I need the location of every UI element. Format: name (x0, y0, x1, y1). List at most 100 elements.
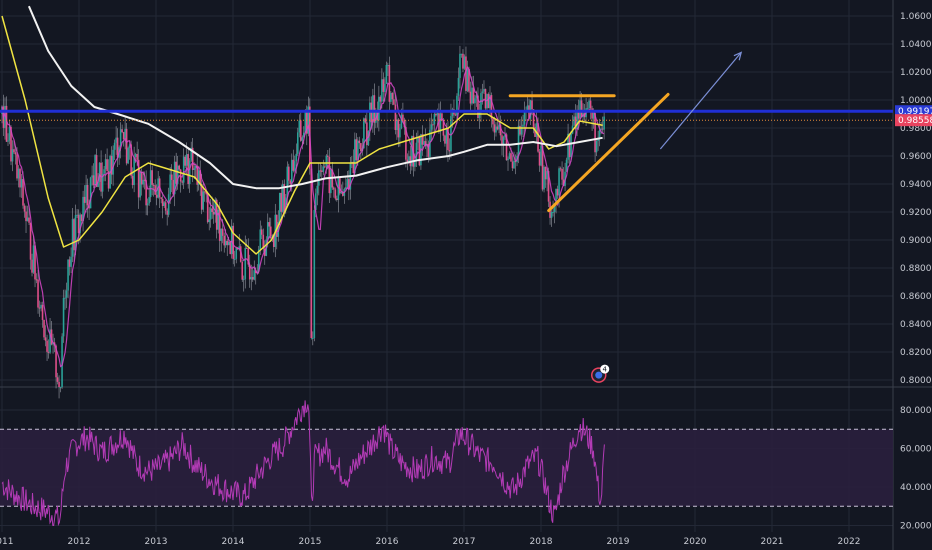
candle-down[interactable] (324, 166, 326, 168)
candle-down[interactable] (289, 180, 292, 184)
candle-up[interactable] (67, 259, 69, 291)
candle-down[interactable] (402, 114, 404, 120)
candle-down[interactable] (25, 211, 27, 222)
candle-down[interactable] (262, 234, 265, 249)
candle-down[interactable] (283, 184, 286, 211)
candle-down[interactable] (34, 245, 36, 280)
candle-down[interactable] (364, 118, 367, 123)
candle-down[interactable] (561, 169, 563, 180)
candle-down[interactable] (223, 235, 226, 246)
candle-down[interactable] (73, 219, 75, 251)
candle-up[interactable] (598, 129, 601, 138)
candle-down[interactable] (110, 155, 113, 175)
candle-down[interactable] (468, 68, 470, 92)
candle-up[interactable] (224, 240, 227, 246)
candle-up[interactable] (304, 110, 307, 133)
candle-down[interactable] (591, 108, 593, 119)
candle-up[interactable] (281, 184, 284, 212)
event-marker[interactable]: 4 (591, 364, 610, 383)
candle-up[interactable] (481, 91, 484, 94)
candle-up[interactable] (124, 128, 126, 140)
candle-down[interactable] (152, 184, 155, 186)
candle-up[interactable] (286, 166, 289, 198)
candle-up[interactable] (396, 119, 398, 131)
candle-down[interactable] (166, 210, 168, 215)
candle-up[interactable] (220, 228, 223, 241)
candle-down[interactable] (544, 166, 547, 180)
candle-down[interactable] (432, 124, 434, 126)
candle-up[interactable] (546, 171, 548, 180)
candle-up[interactable] (346, 179, 349, 188)
candle-down[interactable] (403, 119, 406, 128)
candle-up[interactable] (600, 128, 602, 130)
candle-up[interactable] (433, 113, 436, 125)
candle-up[interactable] (250, 277, 253, 280)
candle-up[interactable] (97, 181, 99, 187)
candle-down[interactable] (241, 261, 244, 280)
candle-up[interactable] (128, 144, 131, 148)
candle-down[interactable] (5, 105, 8, 142)
candle-up[interactable] (345, 187, 347, 190)
candle-down[interactable] (505, 134, 508, 161)
candle-down[interactable] (211, 208, 214, 212)
candle-up[interactable] (523, 111, 526, 125)
candle-down[interactable] (181, 181, 183, 183)
candle-up[interactable] (372, 95, 374, 123)
candle-down[interactable] (200, 184, 203, 210)
candle-up[interactable] (52, 342, 54, 345)
candle-up[interactable] (7, 140, 9, 142)
candle-down[interactable] (221, 228, 224, 236)
candle-down[interactable] (178, 165, 180, 170)
candle-down[interactable] (519, 125, 521, 135)
candle-down[interactable] (448, 150, 451, 152)
candle-up[interactable] (74, 215, 77, 251)
candle-down[interactable] (321, 170, 323, 172)
candle-down[interactable] (55, 345, 57, 378)
candle-up[interactable] (315, 193, 317, 210)
candle-down[interactable] (175, 161, 177, 184)
candle-up[interactable] (378, 96, 380, 121)
candle-up[interactable] (363, 118, 365, 149)
candle-down[interactable] (373, 95, 376, 123)
candle-up[interactable] (375, 110, 377, 123)
candle-down[interactable] (334, 189, 337, 199)
candle-down[interactable] (484, 89, 487, 109)
candle-up[interactable] (217, 209, 220, 230)
candle-up[interactable] (502, 136, 505, 145)
candle-down[interactable] (336, 198, 338, 201)
candle-up[interactable] (79, 214, 81, 234)
candle-up[interactable] (439, 113, 442, 132)
candle-up[interactable] (567, 133, 569, 160)
horizontal-levels[interactable] (0, 109, 893, 121)
candle-down[interactable] (358, 140, 361, 144)
candle-up[interactable] (384, 83, 386, 92)
candle-down[interactable] (37, 279, 39, 308)
candle-up[interactable] (266, 222, 269, 240)
candle-up[interactable] (70, 256, 72, 267)
candle-down[interactable] (424, 141, 427, 147)
candle-down[interactable] (541, 145, 544, 190)
candle-up[interactable] (82, 196, 84, 222)
candle-down[interactable] (122, 132, 125, 140)
candle-down[interactable] (137, 159, 140, 198)
candle-down[interactable] (327, 155, 329, 157)
candle-up[interactable] (498, 124, 500, 130)
candle-up[interactable] (134, 154, 137, 157)
candle-up[interactable] (64, 297, 66, 299)
candle-up[interactable] (32, 245, 35, 273)
candle-up[interactable] (565, 159, 568, 172)
candle-up[interactable] (290, 159, 293, 184)
candle-up[interactable] (278, 192, 281, 222)
candle-down[interactable] (556, 188, 559, 196)
candle-up[interactable] (127, 147, 129, 164)
candle-up[interactable] (529, 100, 532, 119)
candle-up[interactable] (148, 197, 150, 204)
candle-up[interactable] (459, 53, 461, 78)
candle-down[interactable] (29, 222, 32, 260)
candle-up[interactable] (65, 290, 68, 298)
candle-up[interactable] (20, 179, 23, 188)
candle-up[interactable] (535, 123, 538, 137)
candle-up[interactable] (445, 127, 448, 144)
candle-up[interactable] (85, 184, 87, 203)
candle-down[interactable] (501, 135, 503, 145)
